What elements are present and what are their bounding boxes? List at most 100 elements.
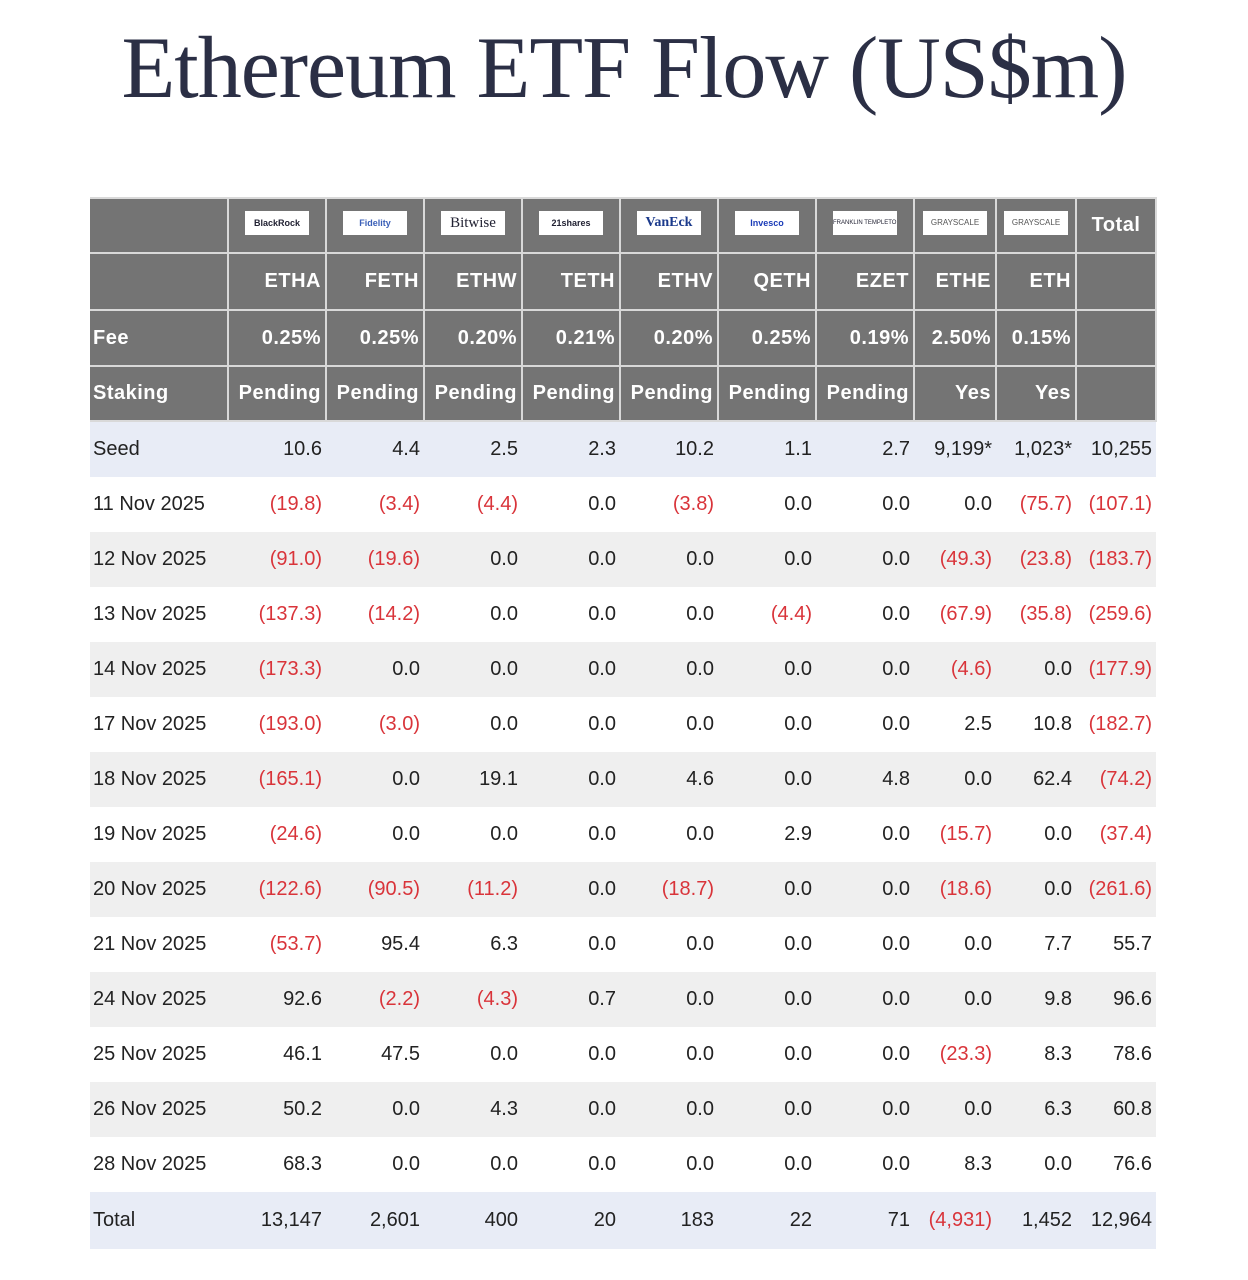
row-label: Seed	[90, 421, 228, 477]
total-value: 71	[816, 1192, 914, 1249]
flow-value: 0.0	[588, 933, 616, 955]
flow-value: 0.0	[882, 603, 910, 625]
flow-value: 0.0	[490, 713, 518, 735]
flow-value: 4.8	[816, 752, 914, 807]
flow-value: 62.4	[996, 752, 1076, 807]
flow-value: 0.0	[490, 1043, 518, 1065]
flow-value: 2.5	[964, 713, 992, 735]
flow-value: 0.0	[392, 823, 420, 845]
flow-value: 0.0	[816, 862, 914, 917]
staking-value: Yes	[913, 365, 997, 422]
issuer-logo-21shares: 21shares	[539, 210, 603, 235]
issuer-logo-franklin-templeton: FRANKLIN TEMPLETON	[833, 210, 897, 235]
flow-value: 0.0	[588, 603, 616, 625]
flow-value: 4.3	[424, 1082, 522, 1137]
total-value: 183	[620, 1192, 718, 1249]
flow-value: 10.2	[620, 421, 718, 477]
ticker-ethw: ETHW	[423, 252, 523, 311]
flow-value: 0.0	[326, 1082, 424, 1137]
ticker-etha: ETHA	[227, 252, 327, 311]
row-total-value: 76.6	[1113, 1153, 1152, 1175]
row-date: 25 Nov 2025	[93, 1043, 207, 1065]
flow-value: (165.1)	[228, 752, 326, 807]
flow-value: 0.0	[784, 933, 812, 955]
flow-value: 0.0	[424, 642, 522, 697]
issuer-logo-cell: FRANKLIN TEMPLETON	[815, 197, 915, 254]
flow-value: 0.0	[490, 603, 518, 625]
issuer-logo-cell: Bitwise	[423, 197, 523, 254]
flow-value: 0.0	[620, 642, 718, 697]
flow-value: 0.0	[882, 713, 910, 735]
table-row: 12 Nov 2025 (91.0) (19.6) 0.0 0.0 0.0 0.0 0.0 (4…	[90, 532, 1156, 587]
flow-value: 0.0	[914, 1082, 996, 1137]
flow-value: (4.4)	[476, 493, 518, 515]
row-total-value: 78.6	[1113, 1043, 1152, 1065]
total-value: 20	[522, 1192, 620, 1249]
flow-value: 46.1	[283, 1043, 322, 1065]
flow-value: 0.0	[718, 532, 816, 587]
empty-header-cell	[1075, 365, 1157, 422]
staking-value: Pending	[619, 365, 719, 422]
flow-value: 0.0	[620, 972, 718, 1027]
ticker-feth: FETH	[325, 252, 425, 311]
table-row: 19 Nov 2025 (24.6) 0.0 0.0 0.0 0.0 2.9 0.0 (15.7…	[90, 807, 1156, 862]
flow-value: (67.9)	[939, 603, 992, 625]
issuer-logo-grayscale: GRAYSCALE	[1004, 210, 1068, 235]
flow-value: 0.0	[964, 933, 992, 955]
flow-value: 0.0	[914, 752, 996, 807]
flow-value: 47.5	[381, 1043, 420, 1065]
total-value: 22	[718, 1192, 816, 1249]
row-date: 18 Nov 2025	[90, 752, 228, 807]
fee-value: 0.15%	[995, 309, 1077, 367]
flow-value: (11.2)	[424, 862, 522, 917]
flow-value: (49.3)	[914, 532, 996, 587]
flow-value: 10,255	[1076, 421, 1156, 477]
flow-value: 0.0	[718, 862, 816, 917]
flow-value: (4.6)	[914, 642, 996, 697]
flow-value: 0.7	[522, 972, 620, 1027]
flow-value: 0.0	[816, 1082, 914, 1137]
row-total-value: (261.6)	[1076, 862, 1156, 917]
flow-value: 0.0	[522, 862, 620, 917]
table-row: 20 Nov 2025 (122.6) (90.5) (11.2) 0.0 (18.7) 0…	[90, 862, 1156, 917]
flow-value: 0.0	[882, 1043, 910, 1065]
empty-header-cell	[1075, 252, 1157, 311]
flow-value: 0.0	[522, 642, 620, 697]
flow-value: 0.0	[784, 493, 812, 515]
staking-value: Pending	[227, 365, 327, 422]
staking-value: Pending	[325, 365, 425, 422]
flow-value: 0.0	[686, 823, 714, 845]
staking-label: Staking	[90, 365, 229, 422]
issuer-logo-cell: Invesco	[717, 197, 817, 254]
flow-value: 2.3	[522, 421, 620, 477]
row-total-value: (259.6)	[1088, 603, 1152, 625]
flow-value: 0.0	[1044, 1153, 1072, 1175]
flow-value: 0.0	[392, 1153, 420, 1175]
table-row: 13 Nov 2025 (137.3) (14.2) 0.0 0.0 0.0 (4.4) 0.…	[90, 587, 1156, 642]
flow-value: (3.4)	[378, 493, 420, 515]
flow-value: 0.0	[620, 1082, 718, 1137]
flow-value: (2.2)	[326, 972, 424, 1027]
flow-value: (90.5)	[326, 862, 424, 917]
flow-value: 0.0	[522, 1082, 620, 1137]
flow-value: (35.8)	[1019, 603, 1072, 625]
flow-value: (15.7)	[939, 823, 992, 845]
flow-value: 0.0	[718, 1082, 816, 1137]
flow-value: 0.0	[882, 823, 910, 845]
total-value: 2,601	[326, 1192, 424, 1249]
flow-value: 0.0	[996, 862, 1076, 917]
flow-value: 0.0	[996, 642, 1076, 697]
flow-value: 0.0	[424, 532, 522, 587]
flow-value: 19.1	[424, 752, 522, 807]
staking-row: Staking Pending Pending Pending Pending Pendi…	[90, 365, 1157, 422]
flow-value: 50.2	[228, 1082, 326, 1137]
row-total-value: (182.7)	[1088, 713, 1152, 735]
fee-value: 0.25%	[717, 309, 817, 367]
flow-value: 0.0	[588, 823, 616, 845]
issuer-logo-bitwise: Bitwise	[441, 210, 505, 235]
issuer-logo-cell: VanEck	[619, 197, 719, 254]
etf-flow-table: BlackRock Fidelity Bitwise 21shares VanEck In…	[90, 197, 1157, 1249]
fee-value: 0.21%	[521, 309, 621, 367]
row-date: 19 Nov 2025	[93, 823, 207, 845]
flow-value: (18.6)	[914, 862, 996, 917]
